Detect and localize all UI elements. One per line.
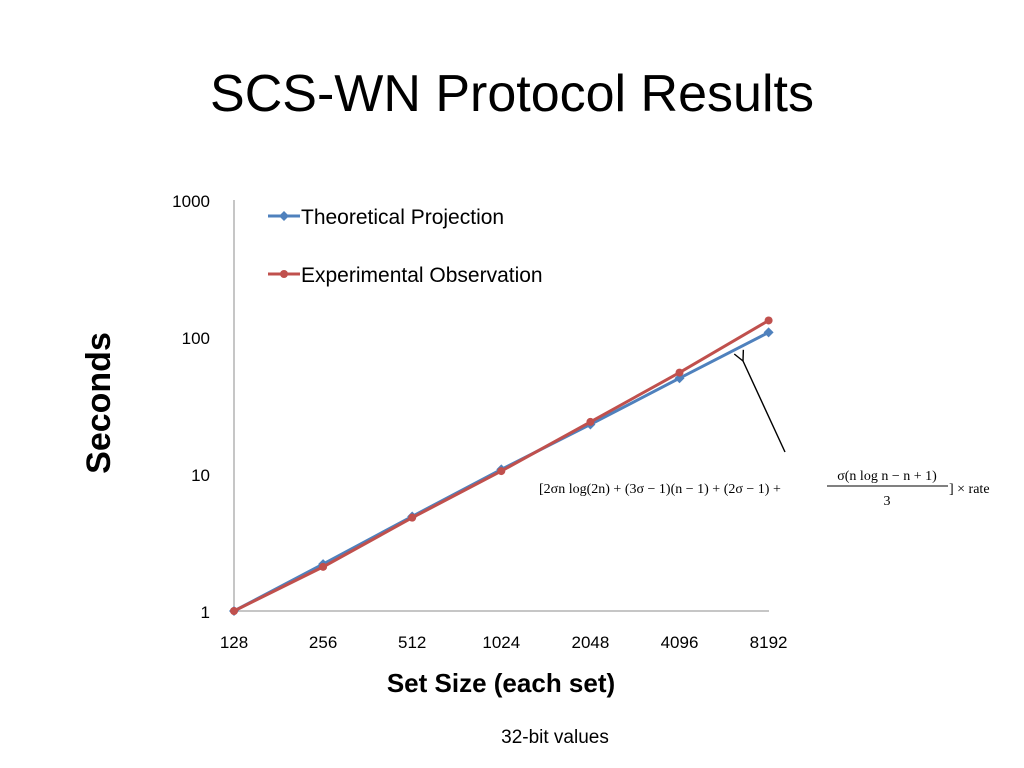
x-tick-label: 256 — [309, 633, 337, 652]
data-point-experimental — [675, 368, 684, 377]
legend-label-theoretical: Theoretical Projection — [301, 206, 504, 229]
x-tick-label: 4096 — [661, 633, 699, 652]
y-tick-label: 10 — [191, 466, 210, 485]
footnote: 32-bit values — [501, 727, 609, 748]
y-tick-labels: 1 10 100 1000 — [172, 192, 210, 622]
legend-diamond-marker-icon — [279, 211, 289, 221]
legend-item-experimental: Experimental Observation — [268, 264, 543, 287]
data-point-experimental — [586, 417, 595, 426]
x-tick-label: 1024 — [482, 633, 520, 652]
data-point-experimental — [319, 562, 328, 571]
y-axis-title: Seconds — [80, 332, 118, 474]
y-tick-label: 1000 — [172, 192, 210, 211]
x-tick-label: 8192 — [750, 633, 788, 652]
data-point-theoretical — [763, 327, 774, 338]
x-tick-label: 2048 — [571, 633, 609, 652]
legend: Theoretical Projection Experimental Obse… — [268, 206, 543, 287]
legend-circle-marker-icon — [280, 270, 288, 278]
slide-title: SCS-WN Protocol Results — [210, 65, 814, 123]
data-point-experimental — [497, 467, 506, 476]
formula-main: [2σn log(2n) + (3σ − 1)(n − 1) + (2σ − 1… — [539, 482, 781, 497]
annotation-arrow — [743, 361, 786, 453]
legend-item-theoretical: Theoretical Projection — [268, 206, 504, 229]
data-point-experimental — [230, 607, 238, 615]
formula-annotation: [2σn log(2n) + (3σ − 1)(n − 1) + (2σ − 1… — [539, 469, 990, 509]
x-tick-labels: 128 256 512 1024 2048 4096 8192 — [220, 633, 788, 652]
formula-fraction-numerator: σ(n log n − n + 1) — [837, 469, 937, 484]
x-axis-title: Set Size (each set) — [387, 668, 615, 698]
data-point-experimental — [764, 316, 773, 325]
formula-tail: ] × rate — [949, 482, 990, 497]
y-tick-label: 100 — [182, 329, 210, 348]
x-tick-label: 512 — [398, 633, 426, 652]
series-layer — [229, 316, 774, 616]
x-tick-label: 128 — [220, 633, 248, 652]
data-point-theoretical — [674, 373, 685, 384]
y-tick-label: 1 — [201, 603, 210, 622]
data-point-experimental — [408, 513, 417, 522]
legend-label-experimental: Experimental Observation — [301, 264, 543, 287]
formula-fraction-denominator: 3 — [884, 494, 891, 509]
